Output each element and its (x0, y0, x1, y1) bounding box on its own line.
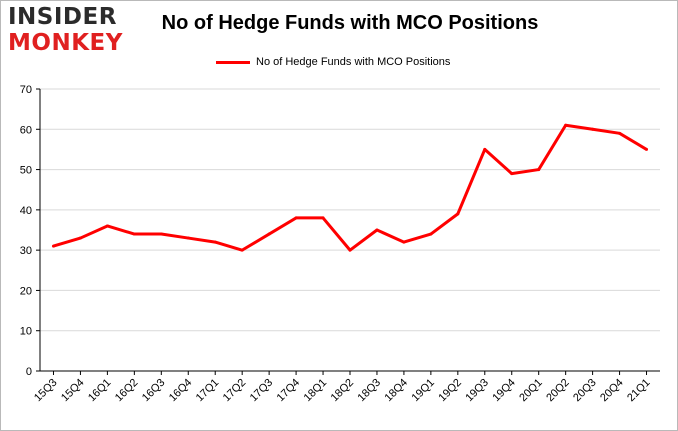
insider-monkey-logo: INSIDER MONKEY (8, 6, 128, 56)
series-line (53, 123, 648, 252)
series-layer (51, 123, 649, 252)
x-axis-ticks: 15Q3 15Q4 16Q1 16Q2 16Q3 16Q4 17Q1 17Q2 17Q3 17Q4… (32, 371, 653, 404)
x-tick-label: 18Q1 (302, 377, 330, 405)
x-tick-label: 19Q3 (463, 377, 491, 405)
data-point (240, 248, 244, 252)
x-tick-label: 18Q3 (356, 377, 384, 405)
data-point (591, 127, 595, 131)
data-point (132, 232, 136, 236)
x-tick-label: 21Q1 (625, 377, 653, 405)
data-point (510, 172, 514, 176)
data-point (159, 232, 163, 236)
x-tick-label: 19Q2 (436, 377, 464, 405)
data-point (267, 232, 271, 236)
x-tick-label: 17Q2 (221, 377, 249, 405)
logo-line-1: INSIDER (8, 4, 117, 30)
legend-label: No of Hedge Funds with MCO Positions (256, 56, 451, 68)
data-point (402, 240, 406, 244)
data-point (213, 240, 217, 244)
x-tick-label: 17Q4 (275, 377, 303, 405)
logo-line-2: MONKEY (8, 30, 123, 56)
data-point (618, 131, 622, 135)
x-tick-label: 20Q2 (544, 377, 572, 405)
x-tick-label: 18Q4 (383, 377, 411, 405)
x-tick-label: 18Q2 (329, 377, 357, 405)
legend: No of Hedge Funds with MCO Positions (216, 54, 450, 70)
x-tick-label: 16Q3 (140, 377, 168, 405)
x-tick-label: 20Q1 (517, 377, 545, 405)
x-tick-label: 20Q3 (571, 377, 599, 405)
x-tick-label: 17Q3 (248, 377, 276, 405)
x-tick-label: 16Q4 (167, 377, 195, 405)
data-point (294, 216, 298, 220)
y-tick-label: 10 (20, 326, 32, 338)
chart-title: No of Hedge Funds with MCO Positions (161, 12, 539, 34)
data-point (348, 248, 352, 252)
y-tick-label: 50 (20, 165, 32, 177)
data-point (429, 232, 433, 236)
y-tick-label: 30 (20, 245, 32, 257)
data-point (321, 216, 325, 220)
legend-swatch (216, 60, 250, 64)
data-point (375, 228, 379, 232)
data-point (456, 212, 460, 216)
data-point (78, 236, 82, 240)
x-tick-label: 19Q4 (490, 377, 518, 405)
data-point (186, 236, 190, 240)
x-tick-label: 19Q1 (409, 377, 437, 405)
y-axis-ticks: 0 10 20 30 40 50 60 70 (20, 84, 40, 378)
x-tick-label: 15Q3 (32, 377, 60, 405)
data-point (105, 224, 109, 228)
x-tick-label: 17Q1 (194, 377, 222, 405)
y-tick-label: 20 (20, 285, 32, 297)
y-tick-label: 40 (20, 205, 32, 217)
data-point (564, 123, 568, 127)
data-point (483, 147, 487, 151)
x-tick-label: 15Q4 (59, 377, 87, 405)
y-tick-label: 0 (26, 366, 32, 378)
axes (39, 89, 660, 372)
x-tick-label: 20Q4 (598, 377, 626, 405)
data-point (645, 147, 649, 151)
y-tick-label: 70 (20, 84, 32, 96)
x-tick-label: 16Q2 (113, 377, 141, 405)
data-point (51, 244, 55, 248)
x-tick-label: 16Q1 (86, 377, 114, 405)
data-point (537, 168, 541, 172)
y-tick-label: 60 (20, 124, 32, 136)
